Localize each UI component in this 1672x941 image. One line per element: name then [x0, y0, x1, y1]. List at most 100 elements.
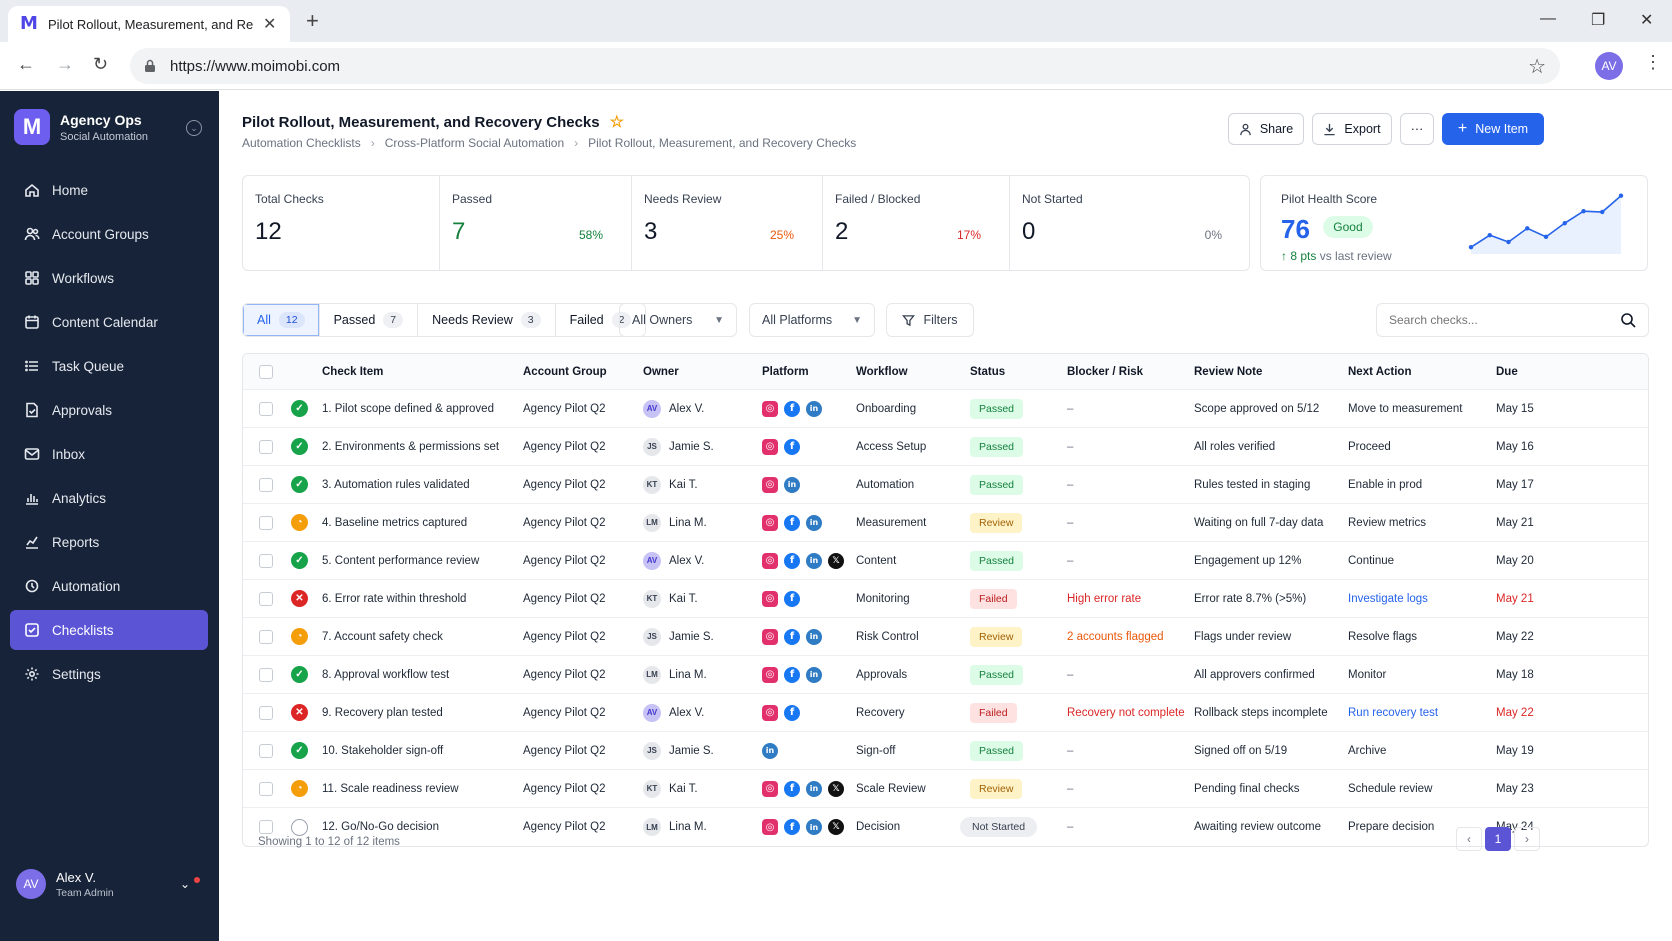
sidebar-item-account-groups[interactable]: Account Groups — [10, 214, 208, 254]
prev-page-button[interactable]: ‹ — [1456, 827, 1482, 851]
column-header[interactable]: Blocker / Risk — [1067, 365, 1144, 378]
browser-tab[interactable]: M Pilot Rollout, Measurement, and Recove… — [8, 6, 290, 42]
sidebar-item-task-queue[interactable]: Task Queue — [10, 346, 208, 386]
window-close-icon[interactable]: ✕ — [1640, 12, 1654, 29]
check-item[interactable]: 7. Account safety check — [322, 630, 443, 643]
page-button[interactable]: 1 — [1485, 827, 1511, 851]
workspace-switcher[interactable]: M Agency Ops Social Automation — [14, 109, 148, 145]
more-options-button[interactable]: ··· — [1400, 113, 1434, 145]
browser-menu-icon[interactable]: ⋮ — [1644, 52, 1662, 72]
user-menu[interactable]: AV Alex V. Team Admin — [16, 869, 114, 899]
table-row[interactable]: ✕ 9. Recovery plan tested Agency Pilot Q… — [243, 694, 1648, 732]
check-item[interactable]: 1. Pilot scope defined & approved — [322, 402, 494, 415]
forward-icon[interactable]: → — [56, 54, 74, 74]
close-icon[interactable]: ✕ — [263, 16, 277, 33]
search-input[interactable] — [1389, 313, 1609, 327]
row-checkbox[interactable] — [259, 401, 273, 416]
maximize-icon[interactable]: ❐ — [1591, 12, 1606, 29]
row-checkbox[interactable] — [259, 629, 273, 644]
table-row[interactable]: ✓ 1. Pilot scope defined & approved Agen… — [243, 390, 1648, 428]
minimize-icon[interactable]: — — [1540, 10, 1556, 27]
column-header[interactable]: Status — [970, 365, 1006, 378]
favorite-star-icon[interactable]: ☆ — [609, 114, 624, 131]
check-item[interactable]: 9. Recovery plan tested — [322, 706, 443, 719]
tab-all[interactable]: All 12 — [243, 304, 320, 336]
tab-passed[interactable]: Passed 7 — [319, 304, 419, 336]
chevron-down-icon[interactable]: ⌄ — [180, 877, 191, 891]
export-button[interactable]: Export — [1312, 113, 1392, 145]
column-header[interactable]: Due — [1496, 365, 1518, 378]
row-checkbox[interactable] — [259, 820, 273, 834]
platform-filter-dropdown[interactable]: All Platforms ▼ — [749, 303, 875, 337]
search-icon[interactable] — [1620, 312, 1636, 328]
table-row[interactable]: ◔ 7. Account safety check Agency Pilot Q… — [243, 618, 1648, 656]
blocker-risk: – — [1067, 554, 1074, 567]
row-checkbox[interactable] — [259, 439, 273, 454]
check-item[interactable]: 10. Stakeholder sign-off — [322, 744, 444, 757]
table-row[interactable]: ◔ 11. Scale readiness review Agency Pilo… — [243, 770, 1648, 808]
table-row[interactable]: ✓ 2. Environments & permissions set Agen… — [243, 428, 1648, 466]
profile-avatar[interactable]: AV — [1595, 52, 1623, 80]
new-item-button[interactable]: + New Item — [1442, 113, 1544, 145]
row-checkbox[interactable] — [259, 705, 273, 720]
column-header[interactable]: Workflow — [856, 365, 908, 378]
back-icon[interactable]: ← — [17, 54, 35, 74]
facebook-icon: f — [784, 514, 800, 531]
sidebar-item-checklists[interactable]: Checklists — [10, 610, 208, 650]
check-item[interactable]: 5. Content performance review — [322, 554, 480, 567]
row-checkbox[interactable] — [259, 781, 273, 796]
check-item[interactable]: 3. Automation rules validated — [322, 478, 470, 491]
next-action[interactable]: Run recovery test — [1348, 706, 1439, 719]
row-checkbox[interactable] — [259, 591, 273, 606]
check-item[interactable]: 8. Approval workflow test — [322, 668, 450, 681]
check-item[interactable]: 2. Environments & permissions set — [322, 440, 500, 453]
new-tab-icon[interactable]: + — [306, 8, 319, 33]
check-item[interactable]: 12. Go/No-Go decision — [322, 821, 439, 833]
breadcrumb-item[interactable]: Automation Checklists — [242, 136, 361, 150]
row-checkbox[interactable] — [259, 667, 273, 682]
table-row[interactable]: ✓ 5. Content performance review Agency P… — [243, 542, 1648, 580]
sidebar-item-settings[interactable]: Settings — [10, 654, 208, 694]
breadcrumb-item[interactable]: Cross-Platform Social Automation — [384, 136, 565, 150]
sidebar-item-automation[interactable]: Automation — [10, 566, 208, 606]
workspace-chevron-icon[interactable]: ⌄ — [186, 120, 202, 136]
next-page-button[interactable]: › — [1514, 827, 1540, 851]
address-bar[interactable]: https://www.moimobi.com ☆ — [130, 48, 1560, 84]
table-row[interactable]: ✓ 10. Stakeholder sign-off Agency Pilot … — [243, 732, 1648, 770]
share-button[interactable]: Share — [1228, 113, 1304, 145]
column-header[interactable]: Account Group — [523, 365, 607, 378]
check-item[interactable]: 11. Scale readiness review — [322, 782, 459, 795]
table-row[interactable]: 12. Go/No-Go decision Agency Pilot Q2 LM… — [243, 808, 1648, 846]
tab-failed[interactable]: Failed 2 — [555, 304, 646, 336]
sidebar-item-home[interactable]: Home — [10, 170, 208, 210]
table-row[interactable]: ◔ 4. Baseline metrics captured Agency Pi… — [243, 504, 1648, 542]
row-checkbox[interactable] — [259, 553, 273, 568]
owner-filter-dropdown[interactable]: All Owners ▼ — [619, 303, 737, 337]
sidebar-item-workflows[interactable]: Workflows — [10, 258, 208, 298]
table-row[interactable]: ✓ 3. Automation rules validated Agency P… — [243, 466, 1648, 504]
sidebar-item-content-calendar[interactable]: Content Calendar — [10, 302, 208, 342]
column-header[interactable]: Check Item — [322, 365, 384, 378]
row-checkbox[interactable] — [259, 515, 273, 530]
column-header[interactable]: Owner — [643, 365, 679, 378]
column-header[interactable]: Platform — [762, 365, 809, 378]
table-row[interactable]: ✓ 8. Approval workflow test Agency Pilot… — [243, 656, 1648, 694]
next-action[interactable]: Investigate logs — [1348, 592, 1428, 605]
search-field[interactable] — [1376, 303, 1649, 337]
column-header[interactable]: Next Action — [1348, 365, 1412, 378]
column-header[interactable]: Review Note — [1194, 365, 1263, 378]
tab-needs-review[interactable]: Needs Review 3 — [418, 304, 556, 336]
check-item[interactable]: 6. Error rate within threshold — [322, 592, 467, 605]
sidebar-item-reports[interactable]: Reports — [10, 522, 208, 562]
table-row[interactable]: ✕ 6. Error rate within threshold Agency … — [243, 580, 1648, 618]
check-item[interactable]: 4. Baseline metrics captured — [322, 516, 468, 529]
bookmark-star-icon[interactable]: ☆ — [1528, 56, 1546, 78]
reload-icon[interactable]: ↻ — [93, 54, 109, 74]
row-checkbox[interactable] — [259, 477, 273, 492]
select-all-checkbox[interactable] — [259, 364, 273, 379]
row-checkbox[interactable] — [259, 743, 273, 758]
sidebar-item-inbox[interactable]: Inbox — [10, 434, 208, 474]
sidebar-item-approvals[interactable]: Approvals — [10, 390, 208, 430]
sidebar-item-analytics[interactable]: Analytics — [10, 478, 208, 518]
filters-button[interactable]: Filters — [886, 303, 974, 337]
